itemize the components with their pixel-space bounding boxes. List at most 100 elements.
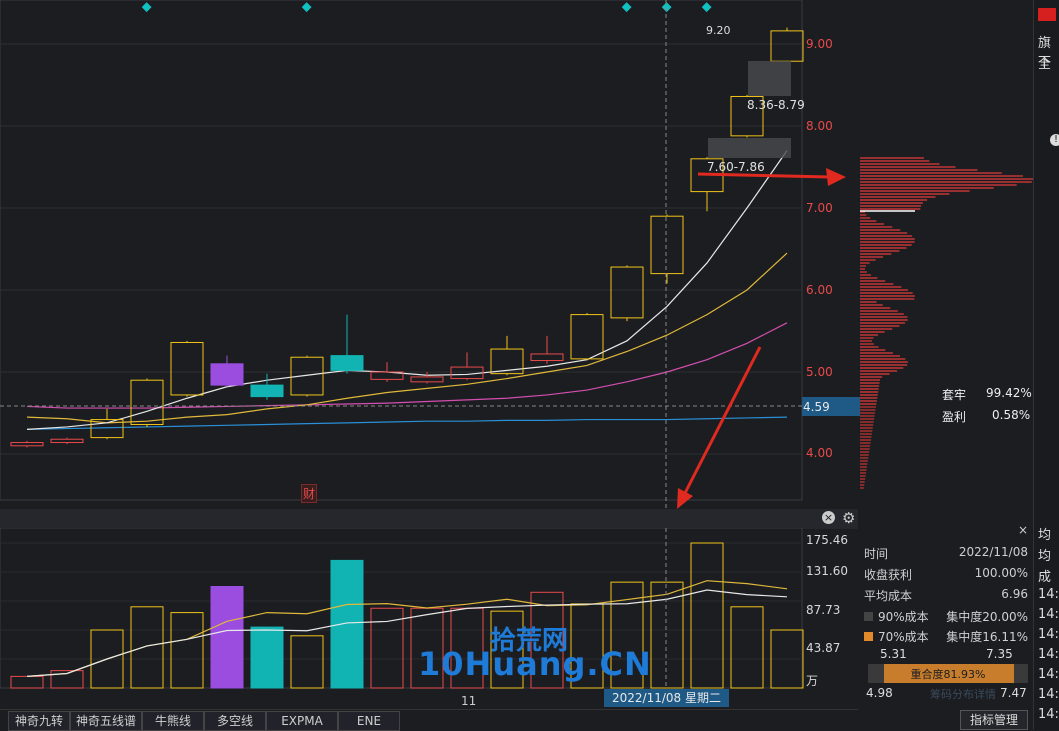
candle-body <box>610 266 644 319</box>
price-tick: 7.00 <box>806 201 833 215</box>
row-value: 2022/11/08 <box>958 545 1028 559</box>
row-label: 平均成本 <box>864 589 913 603</box>
volume-bar <box>290 635 324 689</box>
volume-bars <box>10 542 804 689</box>
candle-body <box>130 379 164 425</box>
right-side-strip: 旗下 全 ! 均 均 成 14: 14: 14: 14: 14: 14: 14: <box>1033 0 1059 730</box>
finance-badge[interactable]: 财 <box>301 484 318 503</box>
volume-bar <box>170 612 204 689</box>
current-price-tag <box>802 397 860 416</box>
overlap-fill <box>884 664 1014 683</box>
lower-zone-label: 7.60-7.86 <box>707 160 765 174</box>
settings-gear-icon[interactable]: ⚙ <box>842 509 856 527</box>
overlap-label: 重合度81.93% <box>910 668 986 681</box>
indicator-manage-button[interactable]: 指标管理 <box>960 710 1028 730</box>
flag-icon <box>1038 8 1056 21</box>
volume-bar <box>770 629 804 689</box>
volume-bar <box>610 581 644 689</box>
strip-item: 14: <box>1038 587 1059 602</box>
strip-item: 均 <box>1038 549 1052 564</box>
price-tick: 5.00 <box>806 365 833 379</box>
tab-shenqi-jiuzhuan[interactable]: 神奇九转 <box>8 711 70 731</box>
price-grid <box>0 43 802 455</box>
volume-bar <box>210 586 244 689</box>
cost70-concentration: 集中度16.11% <box>946 630 1028 644</box>
candle-body <box>370 371 404 380</box>
cost70-label: 70%成本 <box>878 630 929 644</box>
chip-info-panel: × 时间 2022/11/08 收盘获利 100.00% 平均成本 6.96 90%成… <box>860 520 1033 730</box>
moving-average-lines <box>26 150 788 430</box>
candle-body <box>570 314 604 360</box>
range70-high: 7.35 <box>986 647 1013 661</box>
tab-niuxiong-xian[interactable]: 牛熊线 <box>142 711 204 731</box>
current-price-label: 4.59 <box>803 400 830 414</box>
row-label: 收盘获利 <box>864 568 913 582</box>
range70-low: 5.31 <box>880 647 907 661</box>
volume-tick: 175.46 <box>806 533 848 547</box>
trapped-label: 套牢 <box>942 388 967 402</box>
strip-item[interactable]: 全 <box>1038 57 1052 72</box>
price-tick: 8.00 <box>806 119 833 133</box>
pane-divider[interactable]: × ⚙ <box>0 509 858 529</box>
volume-bar <box>130 606 164 689</box>
upper-zone-label: 8.36-8.79 <box>747 98 805 112</box>
ma_yellow-line <box>26 252 788 424</box>
volume-bar <box>370 607 404 689</box>
volume-bar <box>530 591 564 689</box>
arrow-right-icon <box>697 172 831 179</box>
indicator-tab-bar: 神奇九转 神奇五线谱 牛熊线 多空线 EXPMA ENE <box>0 709 858 731</box>
strip-item: 14: <box>1038 667 1059 682</box>
ma_pink-line <box>26 322 788 409</box>
strip-item: 14: <box>1038 607 1059 622</box>
price-tick: 4.00 <box>806 446 833 460</box>
volume-bar <box>50 670 84 689</box>
volume-bar <box>10 675 44 689</box>
strip-item: 14: <box>1038 627 1059 642</box>
strip-item: 均 <box>1038 528 1052 543</box>
price-tick: 9.00 <box>806 37 833 51</box>
strip-item: 14: <box>1038 687 1059 702</box>
watermark-cn: 拾荒网 <box>490 626 569 656</box>
cost70-swatch <box>864 632 873 641</box>
strip-item: 14: <box>1038 647 1059 662</box>
watermark-en: 10Huang.CN <box>418 645 652 683</box>
close-pane-icon[interactable]: × <box>822 511 835 524</box>
arrowhead-down-icon <box>677 488 693 509</box>
close-panel-icon[interactable]: × <box>1018 523 1029 537</box>
volume-ma10-line <box>26 589 788 677</box>
strip-item: 成 <box>1038 570 1052 585</box>
candle-body <box>210 363 244 386</box>
volume-bar <box>90 629 124 689</box>
candle-body <box>650 215 684 275</box>
volume-grid <box>0 542 802 660</box>
volume-ma-lines <box>26 580 788 677</box>
candle-body <box>530 353 564 362</box>
ma_white-line <box>26 150 788 430</box>
volume-tick: 43.87 <box>806 641 841 655</box>
tab-expma[interactable]: EXPMA <box>266 711 338 731</box>
range90-low: 4.98 <box>866 686 893 700</box>
row-value: 100.00% <box>974 566 1028 580</box>
candle-body <box>490 348 524 375</box>
tab-ene[interactable]: ENE <box>338 711 400 731</box>
volume-bar <box>650 581 684 689</box>
chip-distribution-chart <box>860 157 1033 489</box>
price-tick: 6.00 <box>806 283 833 297</box>
candle-body <box>410 376 444 383</box>
high-price-label: 9.20 <box>706 24 731 37</box>
cost90-concentration: 集中度20.00% <box>946 610 1028 624</box>
candle-body <box>330 355 364 371</box>
candle-body <box>50 438 84 444</box>
volume-bar <box>330 559 364 689</box>
volume-bar <box>690 542 724 689</box>
tab-duokong-xian[interactable]: 多空线 <box>204 711 266 731</box>
cursor-date-label: 2022/11/08 星期二 <box>604 689 729 707</box>
volume-unit: 万 <box>806 674 819 688</box>
lower-zone-box <box>708 138 791 158</box>
volume-chart[interactable] <box>0 528 860 710</box>
tab-shenqi-wuxianpu[interactable]: 神奇五线谱 <box>70 711 142 731</box>
panel-faded-text: 筹码分布详情 <box>930 688 996 701</box>
info-icon[interactable]: ! <box>1050 134 1059 146</box>
strip-item[interactable]: 旗下 <box>1038 36 1052 70</box>
candlestick-chart[interactable] <box>0 0 860 510</box>
